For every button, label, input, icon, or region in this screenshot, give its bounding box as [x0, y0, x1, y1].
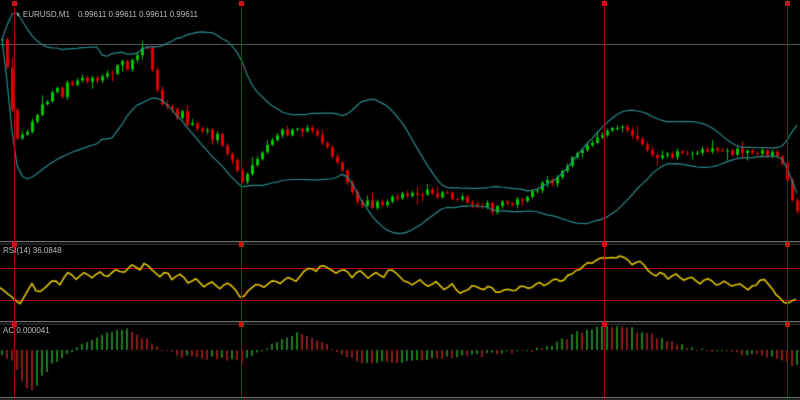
- panel-divider-rsi-ac[interactable]: [0, 321, 800, 325]
- vline-anchor-marker[interactable]: [12, 322, 17, 327]
- one-click-trading-arrow-icon[interactable]: ▾: [16, 12, 20, 19]
- rsi-label: RSI(14) 36.0848: [3, 246, 62, 255]
- candlestick-chart-canvas[interactable]: [0, 3, 800, 241]
- vline-anchor-marker[interactable]: [785, 1, 790, 6]
- vertical-line-object[interactable]: [604, 3, 605, 397]
- main-price-panel: ▾ EURUSD,M1 0.99611 0.99611 0.99611 0.9961…: [0, 1, 800, 241]
- vline-anchor-marker[interactable]: [12, 1, 17, 6]
- symbol-period-label: EURUSD,M1: [22, 10, 70, 19]
- ac-indicator-panel: AC 0.000041: [0, 325, 800, 397]
- vline-anchor-marker[interactable]: [239, 242, 244, 247]
- vline-anchor-marker[interactable]: [602, 242, 607, 247]
- vline-anchor-marker[interactable]: [602, 1, 607, 6]
- vline-anchor-marker[interactable]: [785, 322, 790, 327]
- vline-anchor-marker[interactable]: [239, 1, 244, 6]
- rsi-indicator-panel: RSI(14) 36.0848: [0, 245, 800, 321]
- ohlc-quote-label: 0.99611 0.99611 0.99611 0.99611: [77, 10, 198, 19]
- panel-divider-main-rsi[interactable]: [0, 241, 800, 245]
- vertical-line-object[interactable]: [14, 3, 15, 397]
- ac-label: AC 0.000041: [3, 326, 50, 335]
- rsi-line-canvas[interactable]: [0, 245, 800, 321]
- vline-anchor-marker[interactable]: [12, 242, 17, 247]
- vertical-line-object[interactable]: [241, 3, 242, 397]
- vertical-line-object[interactable]: [787, 3, 788, 397]
- ac-histogram-canvas[interactable]: [0, 325, 800, 397]
- vline-anchor-marker[interactable]: [239, 322, 244, 327]
- vline-anchor-marker[interactable]: [785, 242, 790, 247]
- vline-anchor-marker[interactable]: [602, 322, 607, 327]
- chart-title: ▾ EURUSD,M1 0.99611 0.99611 0.99611 0.9961…: [3, 1, 198, 29]
